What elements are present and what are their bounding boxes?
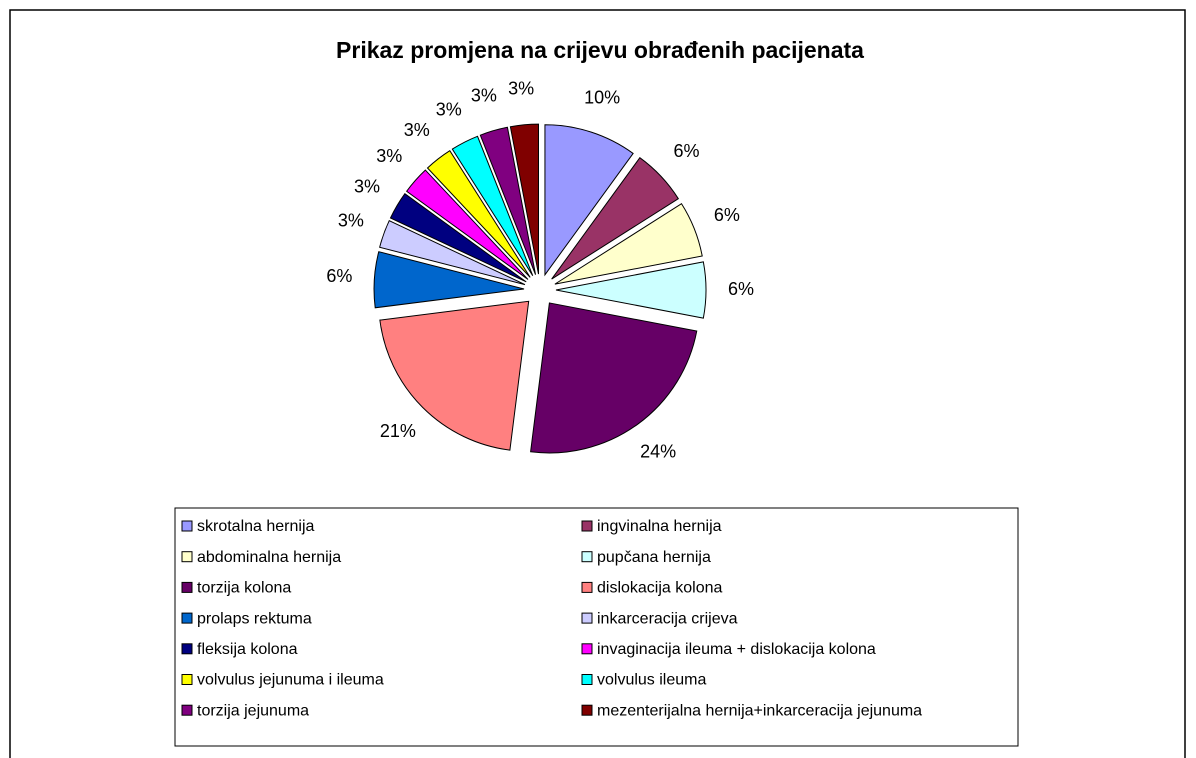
pie-slice [551,156,680,280]
legend-swatch [581,674,593,685]
data-label: 3% [376,146,402,166]
chart-title: Prikaz promjena na crijevu obrađenih pac… [336,37,864,63]
legend-label: pupčana hernija [597,549,711,566]
data-label: 6% [728,279,754,299]
legend-swatch [581,643,593,655]
legend-label: ingvinalna hernija [597,518,722,535]
data-label: 6% [326,266,352,286]
legend-label: mezenterijalna hernija+inkarceracija jej… [597,702,922,719]
legend-label: volvulus jejunuma i ileuma [197,672,384,689]
pie-slice [509,123,539,275]
pie-slice [555,261,707,319]
legend-label: prolaps rektuma [197,610,312,627]
pie-slice [544,124,634,277]
pie-slice [373,251,525,309]
legend-swatch [181,612,193,624]
legend-swatch [181,704,193,716]
data-label: 10% [584,88,620,108]
data-label: 6% [714,205,740,225]
data-label: 6% [674,141,700,161]
legend-label: skrotalna hernija [197,518,315,535]
legend-label: invaginacija ileuma + dislokacija kolona [597,641,876,658]
data-label: 3% [508,79,534,99]
data-label: 3% [436,100,462,120]
legend-swatch [181,643,193,655]
legend-swatch [581,704,593,716]
data-label: 3% [471,86,497,106]
data-label: 3% [354,176,380,196]
legend-label: volvulus ileuma [597,672,706,689]
legend-swatch [181,674,193,685]
data-label: 3% [338,211,364,231]
data-label: 3% [404,120,430,140]
legend-label: abdominalna hernija [197,549,341,566]
pie-slice [379,300,530,451]
legend-swatch [181,581,193,593]
pie-slice [426,150,531,278]
pie-slice [451,135,534,277]
pie-slice [379,220,526,286]
legend-label: dislokacija kolona [597,580,723,597]
legend-label: torzija jejunuma [197,702,309,719]
data-label: 24% [640,441,676,461]
legend-label: torzija kolona [197,580,291,597]
pie-slice [389,192,527,283]
legend-swatch [581,520,593,532]
pie-slice [530,302,698,454]
data-label: 21% [380,421,416,441]
legend-swatch [581,581,593,593]
pie-slice [405,169,529,280]
legend-swatch [581,551,593,563]
legend-box [174,507,1019,747]
legend-swatch [181,551,193,563]
legend-label: fleksija kolona [197,641,298,658]
pie-slice [479,126,537,275]
pie-slice [554,203,703,285]
legend-swatch [581,612,593,624]
legend-swatch [181,520,193,532]
legend-label: inkarceracija crijeva [597,610,738,627]
